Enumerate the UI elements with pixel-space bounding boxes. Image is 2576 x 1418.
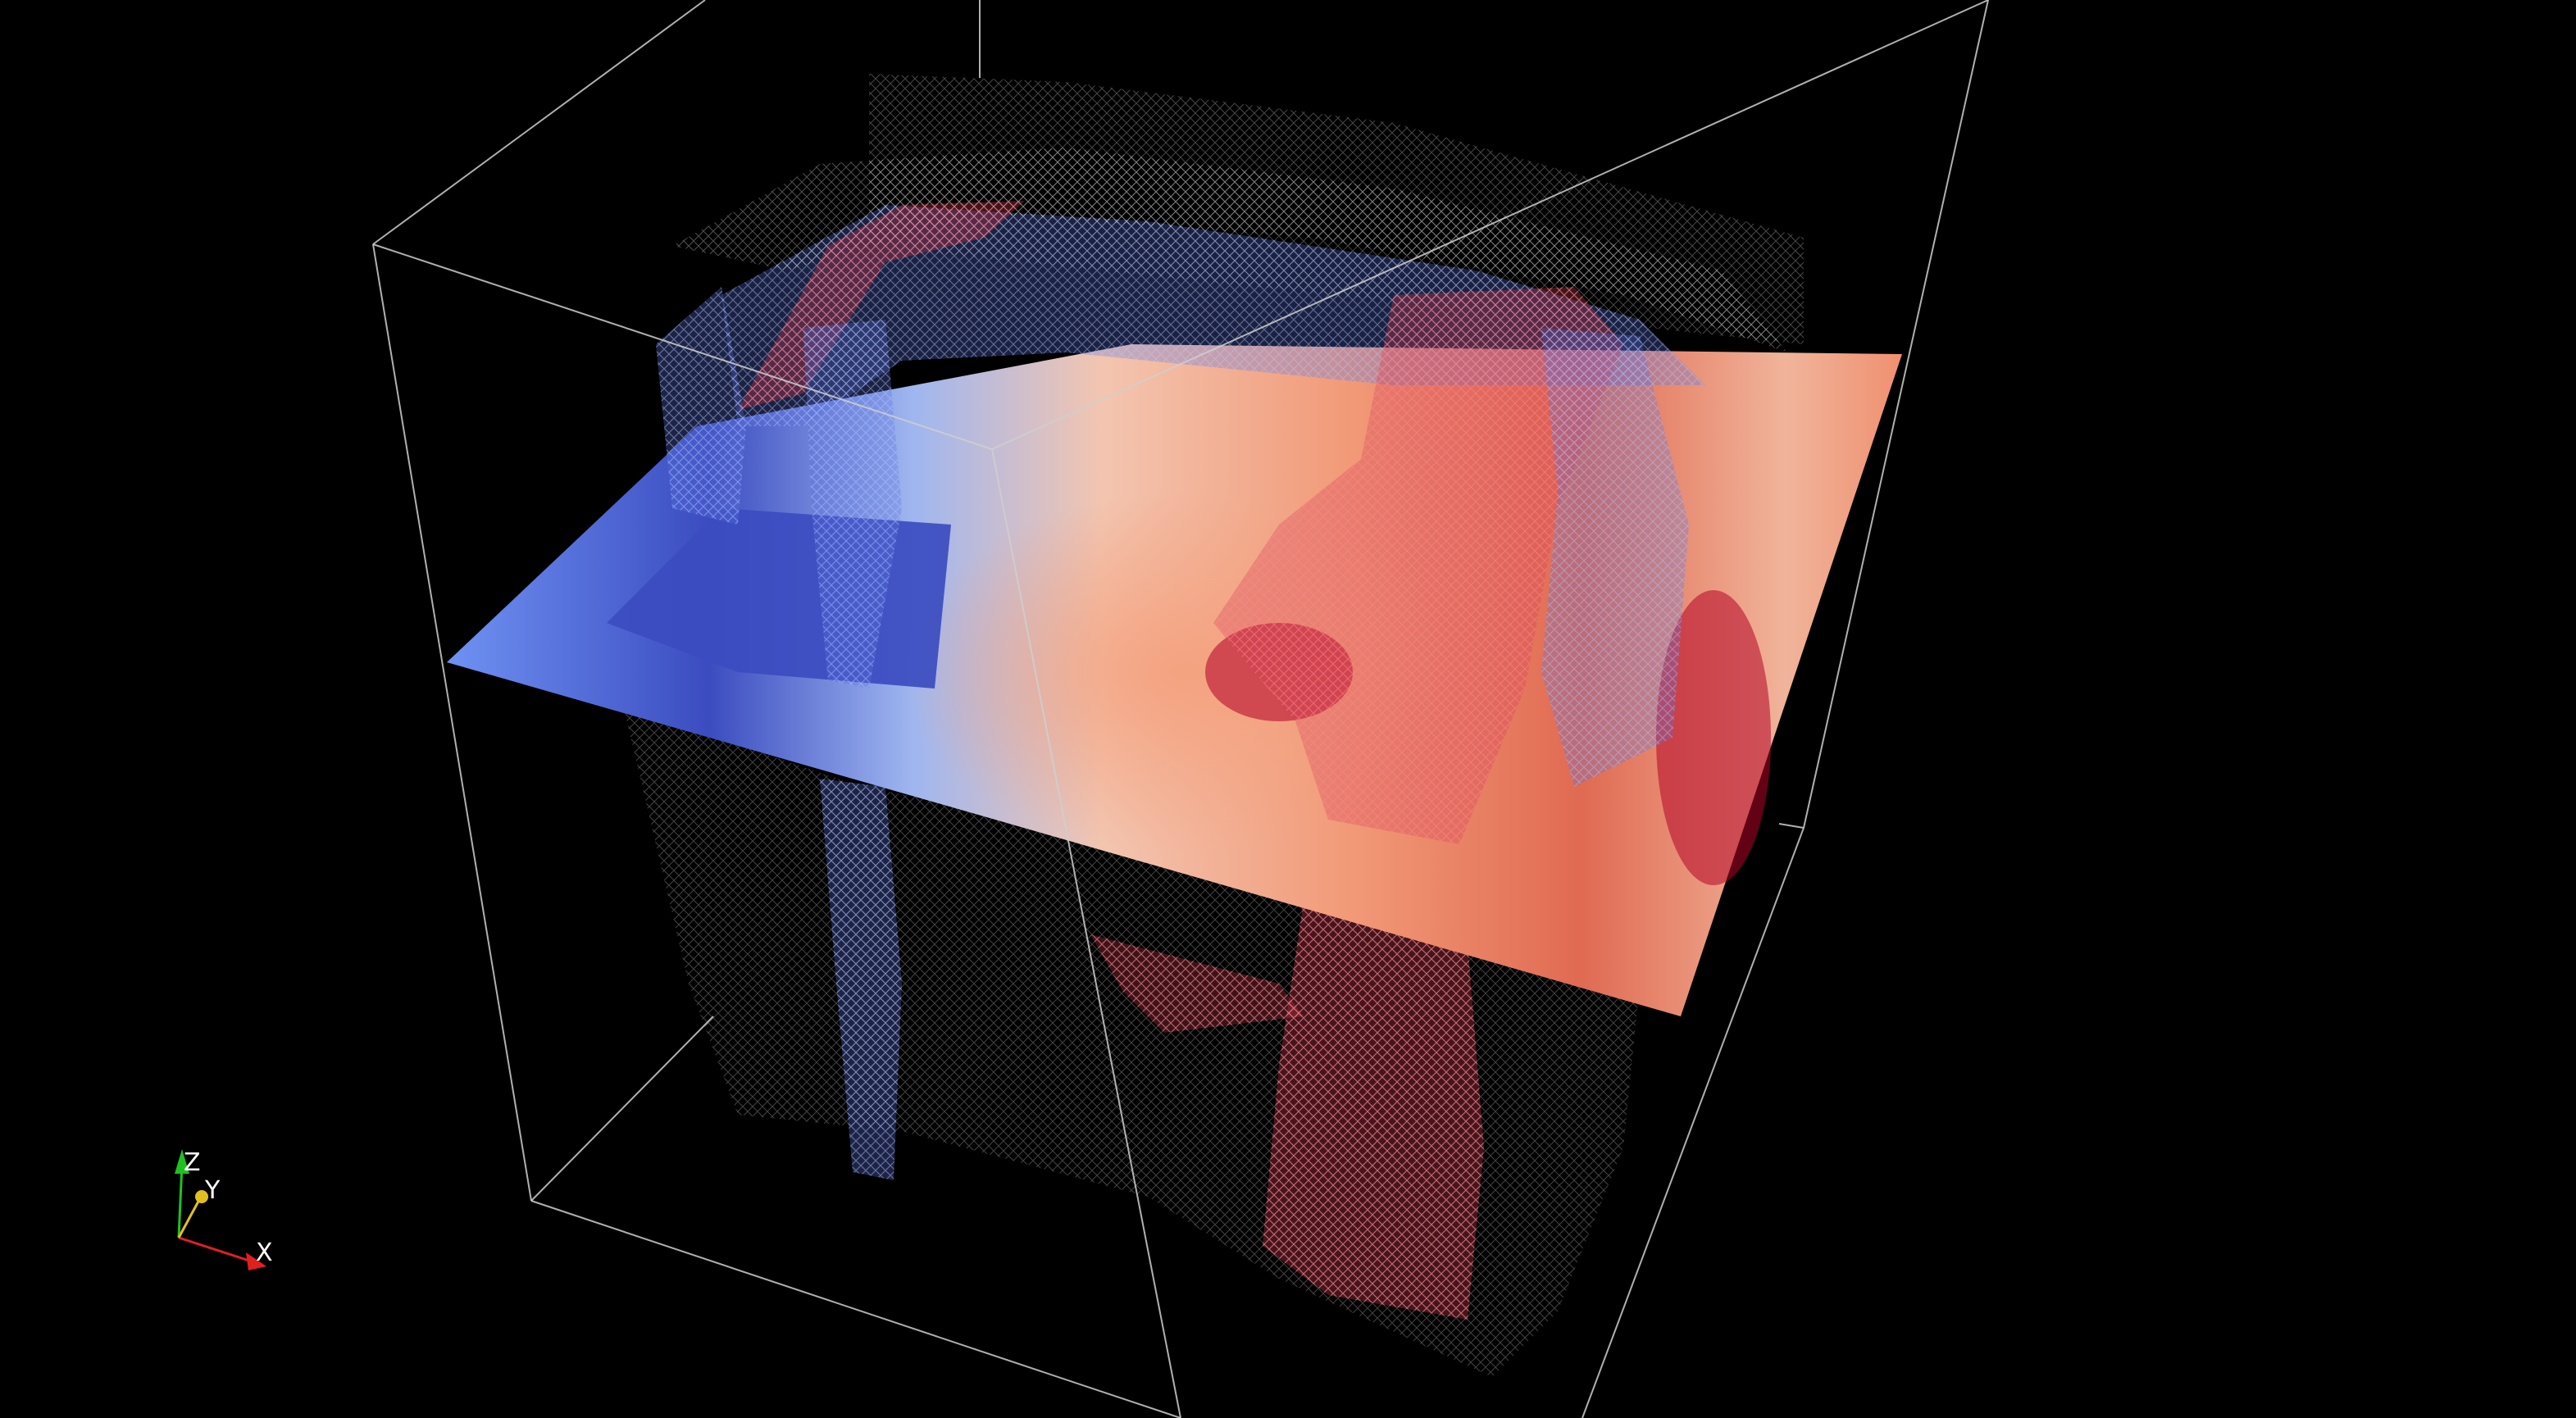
y-axis-tip xyxy=(195,1190,208,1203)
slice-hot-band xyxy=(1656,590,1771,885)
x-axis-line xyxy=(178,1236,255,1264)
bounding-box-outline xyxy=(372,0,1989,1418)
x-axis-label: X xyxy=(256,1238,273,1267)
lower-blue-column xyxy=(820,779,902,1180)
y-axis-line xyxy=(177,1198,202,1238)
upper-blue-column-left xyxy=(656,287,746,525)
upper-white-arc xyxy=(672,148,1787,352)
lower-red-column xyxy=(1263,902,1484,1320)
orientation-axes-widget: X Y Z xyxy=(175,1148,273,1270)
upper-red-column xyxy=(1213,287,1623,844)
z-axis-line xyxy=(177,1163,184,1238)
lower-red-branch xyxy=(1090,934,1304,1033)
upper-blue-column-right xyxy=(1541,328,1689,787)
z-axis-label: Z xyxy=(184,1148,201,1177)
y-axis-label: Y xyxy=(204,1176,221,1205)
x-axis-arrow xyxy=(246,1252,266,1270)
z-axis-arrow xyxy=(175,1149,189,1174)
